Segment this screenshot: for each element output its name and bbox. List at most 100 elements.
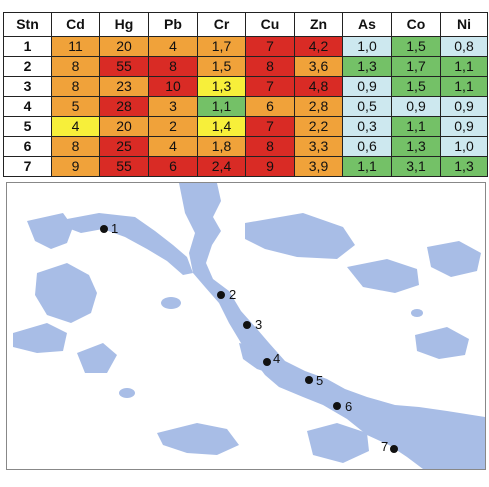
value-cell-cd: 5 bbox=[51, 96, 100, 117]
value-cell-cr: 1,4 bbox=[197, 116, 246, 137]
station-label-2: 2 bbox=[229, 287, 236, 302]
value-cell-pb: 4 bbox=[148, 136, 198, 157]
value-cell-cd: 9 bbox=[51, 156, 100, 177]
pond-b bbox=[119, 388, 135, 398]
value-cell-pb: 10 bbox=[148, 76, 198, 97]
station-marker-2 bbox=[217, 291, 225, 299]
station-label-4: 4 bbox=[273, 351, 280, 366]
value-cell-hg: 20 bbox=[99, 36, 149, 57]
value-cell-cr: 1,3 bbox=[197, 76, 246, 97]
station-label-5: 5 bbox=[316, 373, 323, 388]
value-cell-zn: 4,2 bbox=[294, 36, 343, 57]
value-cell-co: 1,5 bbox=[391, 36, 441, 57]
column-header-cu: Cu bbox=[245, 12, 295, 37]
table-row: 6 8 25 4 1,8 8 3,3 0,6 1,3 1,0 bbox=[3, 136, 488, 157]
column-header-hg: Hg bbox=[99, 12, 149, 37]
value-cell-zn: 4,8 bbox=[294, 76, 343, 97]
value-cell-cd: 8 bbox=[51, 136, 100, 157]
value-cell-cu: 8 bbox=[245, 56, 295, 77]
value-cell-pb: 8 bbox=[148, 56, 198, 77]
small-lake bbox=[77, 343, 117, 373]
bottom-inlet bbox=[307, 423, 369, 463]
concentration-table: Stn Cd Hg Pb Cr Cu Zn As Co Ni 1 11 20 4 1,7 7 4,2 1,0 1,… bbox=[3, 12, 488, 177]
station-marker-7 bbox=[390, 445, 398, 453]
value-cell-hg: 28 bbox=[99, 96, 149, 117]
table-row: 1 11 20 4 1,7 7 4,2 1,0 1,5 0,8 bbox=[3, 36, 488, 57]
station-cell: 7 bbox=[3, 156, 52, 177]
value-cell-cu: 7 bbox=[245, 116, 295, 137]
value-cell-cr: 1,1 bbox=[197, 96, 246, 117]
value-cell-cd: 4 bbox=[51, 116, 100, 137]
column-header-ni: Ni bbox=[440, 12, 488, 37]
inlet-1 bbox=[65, 213, 193, 275]
station-label-7: 7 bbox=[381, 439, 388, 454]
station-cell: 1 bbox=[3, 36, 52, 57]
column-header-as: As bbox=[342, 12, 392, 37]
value-cell-cr: 1,5 bbox=[197, 56, 246, 77]
value-cell-ni: 1,1 bbox=[440, 76, 488, 97]
value-cell-as: 0,9 bbox=[342, 76, 392, 97]
value-cell-cd: 8 bbox=[51, 56, 100, 77]
station-markers bbox=[100, 225, 398, 453]
value-cell-co: 3,1 bbox=[391, 156, 441, 177]
value-cell-co: 1,7 bbox=[391, 56, 441, 77]
value-cell-hg: 25 bbox=[99, 136, 149, 157]
left-lake-2 bbox=[13, 323, 67, 353]
value-cell-hg: 55 bbox=[99, 156, 149, 177]
value-cell-ni: 1,1 bbox=[440, 56, 488, 77]
value-cell-co: 1,3 bbox=[391, 136, 441, 157]
value-cell-hg: 23 bbox=[99, 76, 149, 97]
table-header: Stn Cd Hg Pb Cr Cu Zn As Co Ni bbox=[3, 12, 488, 37]
station-cell: 6 bbox=[3, 136, 52, 157]
water-bodies bbox=[13, 183, 485, 469]
value-cell-cr: 2,4 bbox=[197, 156, 246, 177]
station-marker-5 bbox=[305, 376, 313, 384]
station-marker-6 bbox=[333, 402, 341, 410]
upper-right-lake-2 bbox=[347, 259, 419, 293]
pond-c bbox=[411, 309, 423, 317]
value-cell-pb: 2 bbox=[148, 116, 198, 137]
value-cell-cu: 7 bbox=[245, 36, 295, 57]
left-bay bbox=[27, 213, 73, 249]
table-row: 5 4 20 2 1,4 7 2,2 0,3 1,1 0,9 bbox=[3, 116, 488, 137]
table-row: 2 8 55 8 1,5 8 3,6 1,3 1,7 1,1 bbox=[3, 56, 488, 77]
left-lake bbox=[35, 263, 97, 323]
column-header-stn: Stn bbox=[3, 12, 52, 37]
value-cell-pb: 4 bbox=[148, 36, 198, 57]
value-cell-pb: 3 bbox=[148, 96, 198, 117]
map-svg: 1 2 3 4 5 6 7 bbox=[13, 183, 485, 469]
station-cell: 5 bbox=[3, 116, 52, 137]
value-cell-co: 0,9 bbox=[391, 96, 441, 117]
value-cell-zn: 3,3 bbox=[294, 136, 343, 157]
column-header-cr: Cr bbox=[197, 12, 246, 37]
value-cell-as: 1,0 bbox=[342, 36, 392, 57]
value-cell-zn: 3,6 bbox=[294, 56, 343, 77]
station-label-3: 3 bbox=[255, 317, 262, 332]
value-cell-as: 0,6 bbox=[342, 136, 392, 157]
table-body: 1 11 20 4 1,7 7 4,2 1,0 1,5 0,8 2 8 55 8 1,5 8 3,6 1,3 1,7… bbox=[3, 36, 488, 177]
value-cell-ni: 0,8 bbox=[440, 36, 488, 57]
station-cell: 3 bbox=[3, 76, 52, 97]
value-cell-ni: 1,3 bbox=[440, 156, 488, 177]
value-cell-ni: 0,9 bbox=[440, 96, 488, 117]
fjord-map: 1 2 3 4 5 6 7 bbox=[6, 182, 486, 470]
upper-right-lake bbox=[245, 213, 355, 259]
value-cell-zn: 3,9 bbox=[294, 156, 343, 177]
station-marker-3 bbox=[243, 321, 251, 329]
value-cell-cu: 8 bbox=[245, 136, 295, 157]
value-cell-co: 1,5 bbox=[391, 76, 441, 97]
table-row: 7 9 55 6 2,4 9 3,9 1,1 3,1 1,3 bbox=[3, 156, 488, 177]
table-row: 4 5 28 3 1,1 6 2,8 0,5 0,9 0,9 bbox=[3, 96, 488, 117]
column-header-zn: Zn bbox=[294, 12, 343, 37]
station-marker-4 bbox=[263, 358, 271, 366]
station-marker-1 bbox=[100, 225, 108, 233]
station-labels: 1 2 3 4 5 6 7 bbox=[111, 221, 388, 454]
bottom-left-inlet bbox=[157, 423, 239, 455]
station-cell: 4 bbox=[3, 96, 52, 117]
harbour-area bbox=[239, 343, 281, 375]
value-cell-hg: 20 bbox=[99, 116, 149, 137]
right-lake bbox=[415, 327, 469, 359]
value-cell-cr: 1,7 bbox=[197, 36, 246, 57]
value-cell-pb: 6 bbox=[148, 156, 198, 177]
